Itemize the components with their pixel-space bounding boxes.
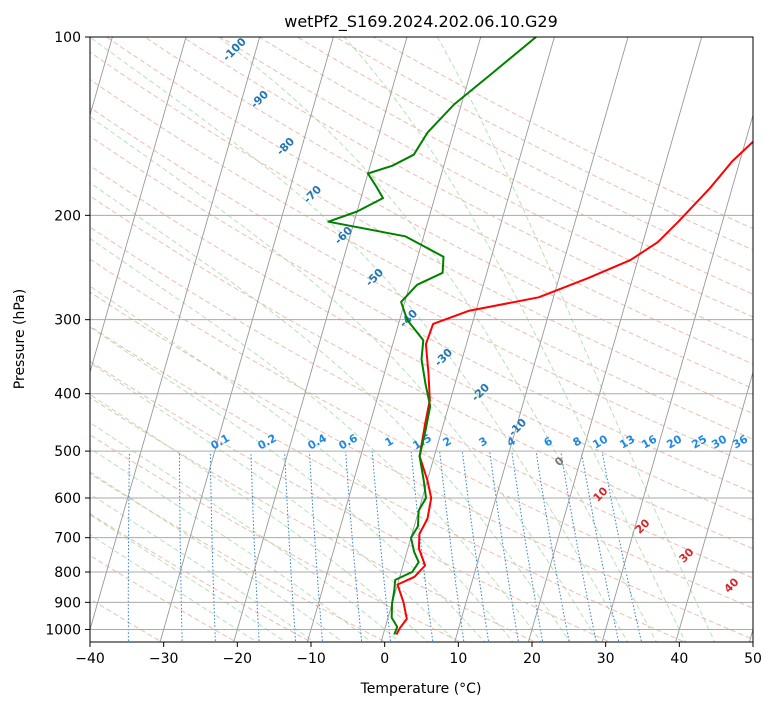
dry-adiabat	[90, 325, 686, 642]
mixing-ratio-line	[535, 452, 570, 642]
x-tick-label: 40	[670, 651, 688, 667]
y-tick-label: 700	[54, 531, 81, 547]
dry-adiabat	[181, 37, 753, 341]
background-lines	[90, 37, 753, 642]
dry-adiabat	[90, 291, 753, 640]
x-tick-label: 50	[744, 651, 762, 667]
chart-title: wetPf2_S169.2024.202.06.10.G29	[284, 12, 558, 32]
mixing-ratio-line	[601, 452, 643, 642]
x-tick-label: −40	[75, 651, 105, 667]
isotherm	[159, 37, 334, 642]
mixing-ratio-line	[580, 452, 620, 642]
axis-ticks: −40 −30 −20 −10 0 10 20 30 40 50 100 200 300 400 500 60…	[45, 30, 762, 667]
dry-adiabat	[143, 37, 753, 365]
isotherm	[306, 37, 482, 642]
y-tick-label: 800	[54, 565, 81, 581]
dry-adiabat	[90, 78, 753, 440]
mixing-ratio-line	[489, 452, 520, 642]
dry-adiabat	[372, 37, 753, 230]
mixing-ratio-line	[250, 452, 260, 642]
y-tick-label: 200	[54, 208, 81, 224]
mixing-ratio-line	[410, 452, 434, 642]
dry-adiabat	[105, 37, 753, 390]
y-tick-label: 500	[54, 444, 81, 460]
y-tick-label: 1000	[45, 622, 81, 638]
isotherm	[454, 37, 629, 642]
dry-adiabat	[296, 37, 753, 273]
y-axis-label: Pressure (hPa)	[12, 289, 28, 389]
isotherm	[601, 113, 753, 642]
sounding-series	[327, 37, 753, 635]
isotherm	[675, 370, 753, 642]
y-tick-label: 400	[54, 387, 81, 403]
moist-adiabat	[343, 37, 687, 642]
plot-frame	[89, 36, 754, 643]
isotherm	[90, 37, 187, 374]
dry-adiabat	[90, 513, 313, 642]
moist-adiabat	[90, 393, 429, 642]
x-tick-label: 20	[523, 651, 541, 667]
mixing-ratio-line	[209, 452, 216, 642]
isotherm	[380, 37, 555, 642]
dry-adiabat	[90, 195, 753, 550]
mixing-ratio-line	[511, 452, 544, 642]
y-tick-label: 900	[54, 595, 81, 611]
mixing-ratio-line	[309, 452, 323, 642]
dry-adiabat	[258, 37, 753, 295]
dry-adiabat	[90, 51, 753, 415]
y-tick-label: 600	[54, 491, 81, 507]
x-axis-label: Temperature (°C)	[360, 681, 482, 697]
x-tick-label: −30	[149, 651, 179, 667]
dry-adiabat	[90, 258, 753, 609]
mixing-ratio-line	[127, 452, 130, 642]
mixing-ratio-line	[371, 452, 392, 642]
x-tick-label: −20	[223, 651, 253, 667]
mixing-ratio-line	[345, 452, 363, 642]
y-tick-label: 100	[54, 30, 81, 46]
isotherm	[90, 37, 261, 632]
mixing-ratio-line	[560, 452, 597, 642]
moist-adiabat	[90, 471, 344, 642]
x-tick-label: −10	[296, 651, 326, 667]
mixing-ratio-line	[179, 452, 183, 642]
mixing-ratio-line	[284, 452, 297, 642]
dry-adiabat	[90, 106, 753, 467]
x-tick-label: 10	[449, 651, 467, 667]
dry-adiabat	[90, 165, 753, 521]
temperature-line	[395, 140, 753, 635]
x-tick-label: 0	[380, 651, 389, 667]
isotherm	[233, 37, 408, 642]
y-tick-label: 300	[54, 313, 81, 329]
mixing-ratio-line	[439, 452, 465, 642]
x-tick-label: 30	[597, 651, 615, 667]
mixing-ratio-line	[462, 452, 490, 642]
isotherm	[527, 37, 703, 642]
dry-adiabat	[334, 37, 753, 251]
dewpoint-line	[327, 37, 537, 635]
